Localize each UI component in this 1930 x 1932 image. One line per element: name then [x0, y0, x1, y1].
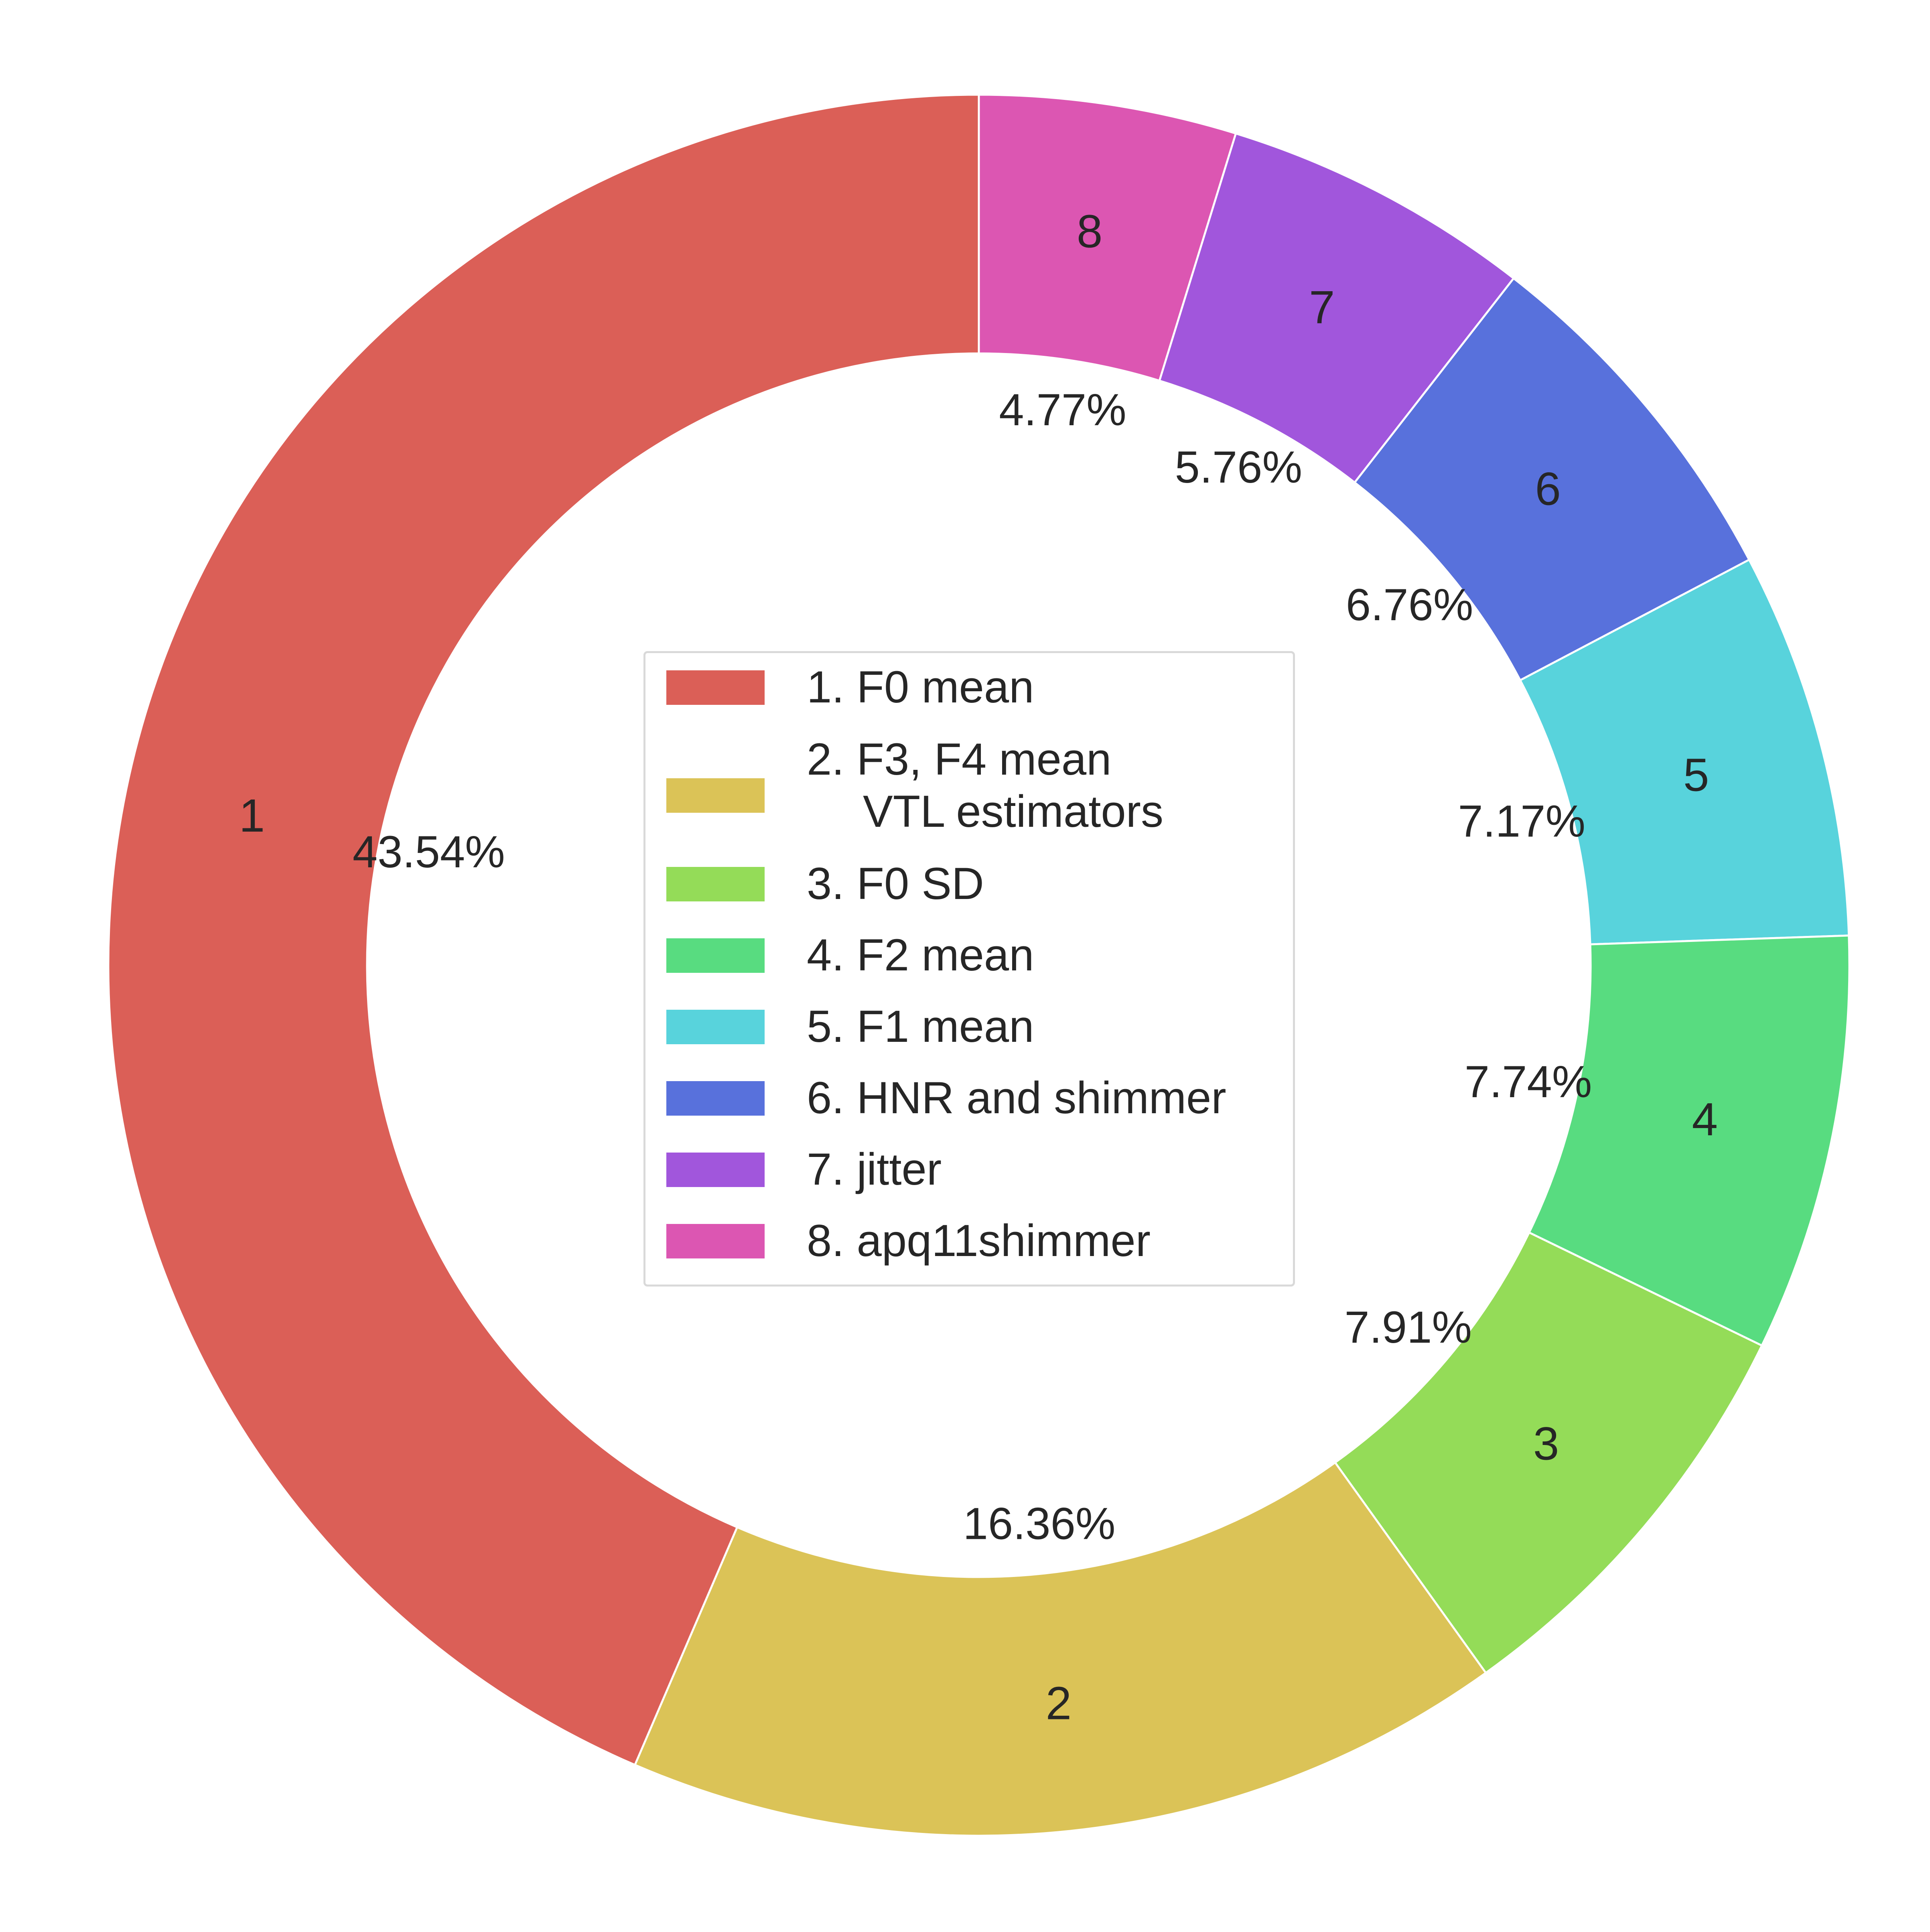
slice-number-1: 1 — [239, 789, 265, 842]
slice-number-4: 4 — [1692, 1093, 1718, 1145]
slice-percent-7: 5.76% — [1175, 442, 1302, 492]
slice-number-2: 2 — [1046, 1677, 1072, 1729]
legend: 1. F0 mean 2. F3, F4 mean VTL estimators… — [643, 651, 1295, 1287]
legend-label-7: 7. jitter — [807, 1144, 942, 1194]
legend-swatch-8 — [666, 1224, 765, 1258]
legend-swatch-3 — [666, 867, 765, 901]
legend-swatch-6 — [666, 1081, 765, 1116]
slice-percent-2: 16.36% — [963, 1498, 1116, 1548]
slice-number-3: 3 — [1533, 1418, 1559, 1470]
legend-label-2-line1: 2. F3, F4 mean — [807, 734, 1112, 784]
legend-swatch-1 — [666, 670, 765, 705]
slice-number-7: 7 — [1309, 281, 1335, 333]
legend-label-8: 8. apq11shimmer — [807, 1216, 1151, 1266]
legend-swatch-5 — [666, 1010, 765, 1044]
legend-label-2: 2. F3, F4 mean VTL estimators — [807, 733, 1163, 838]
slice-4 — [1528, 934, 1851, 1347]
slice-number-5: 5 — [1683, 749, 1709, 801]
legend-label-2-line2: VTL estimators — [863, 786, 1163, 836]
slice-percent-3: 7.91% — [1344, 1302, 1472, 1352]
legend-swatch-4 — [666, 938, 765, 973]
slice-percent-8: 4.77% — [999, 385, 1126, 435]
slice-percent-4: 7.74% — [1465, 1057, 1592, 1107]
legend-swatch-2 — [666, 778, 765, 813]
legend-label-6: 6. HNR and shimmer — [807, 1073, 1226, 1123]
slice-percent-6: 6.76% — [1346, 580, 1473, 630]
slice-percent-1: 43.54% — [353, 827, 505, 877]
slice-percent-5: 7.17% — [1458, 796, 1585, 846]
slice-2 — [633, 1461, 1488, 1837]
slice-number-6: 6 — [1535, 463, 1561, 515]
legend-swatch-7 — [666, 1153, 765, 1187]
legend-label-1: 1. F0 mean — [807, 662, 1034, 712]
slice-1 — [107, 93, 980, 1766]
legend-label-3: 3. F0 SD — [807, 858, 984, 909]
slice-number-8: 8 — [1077, 205, 1103, 258]
legend-label-5: 5. F1 mean — [807, 1001, 1034, 1051]
legend-label-4: 4. F2 mean — [807, 930, 1034, 980]
